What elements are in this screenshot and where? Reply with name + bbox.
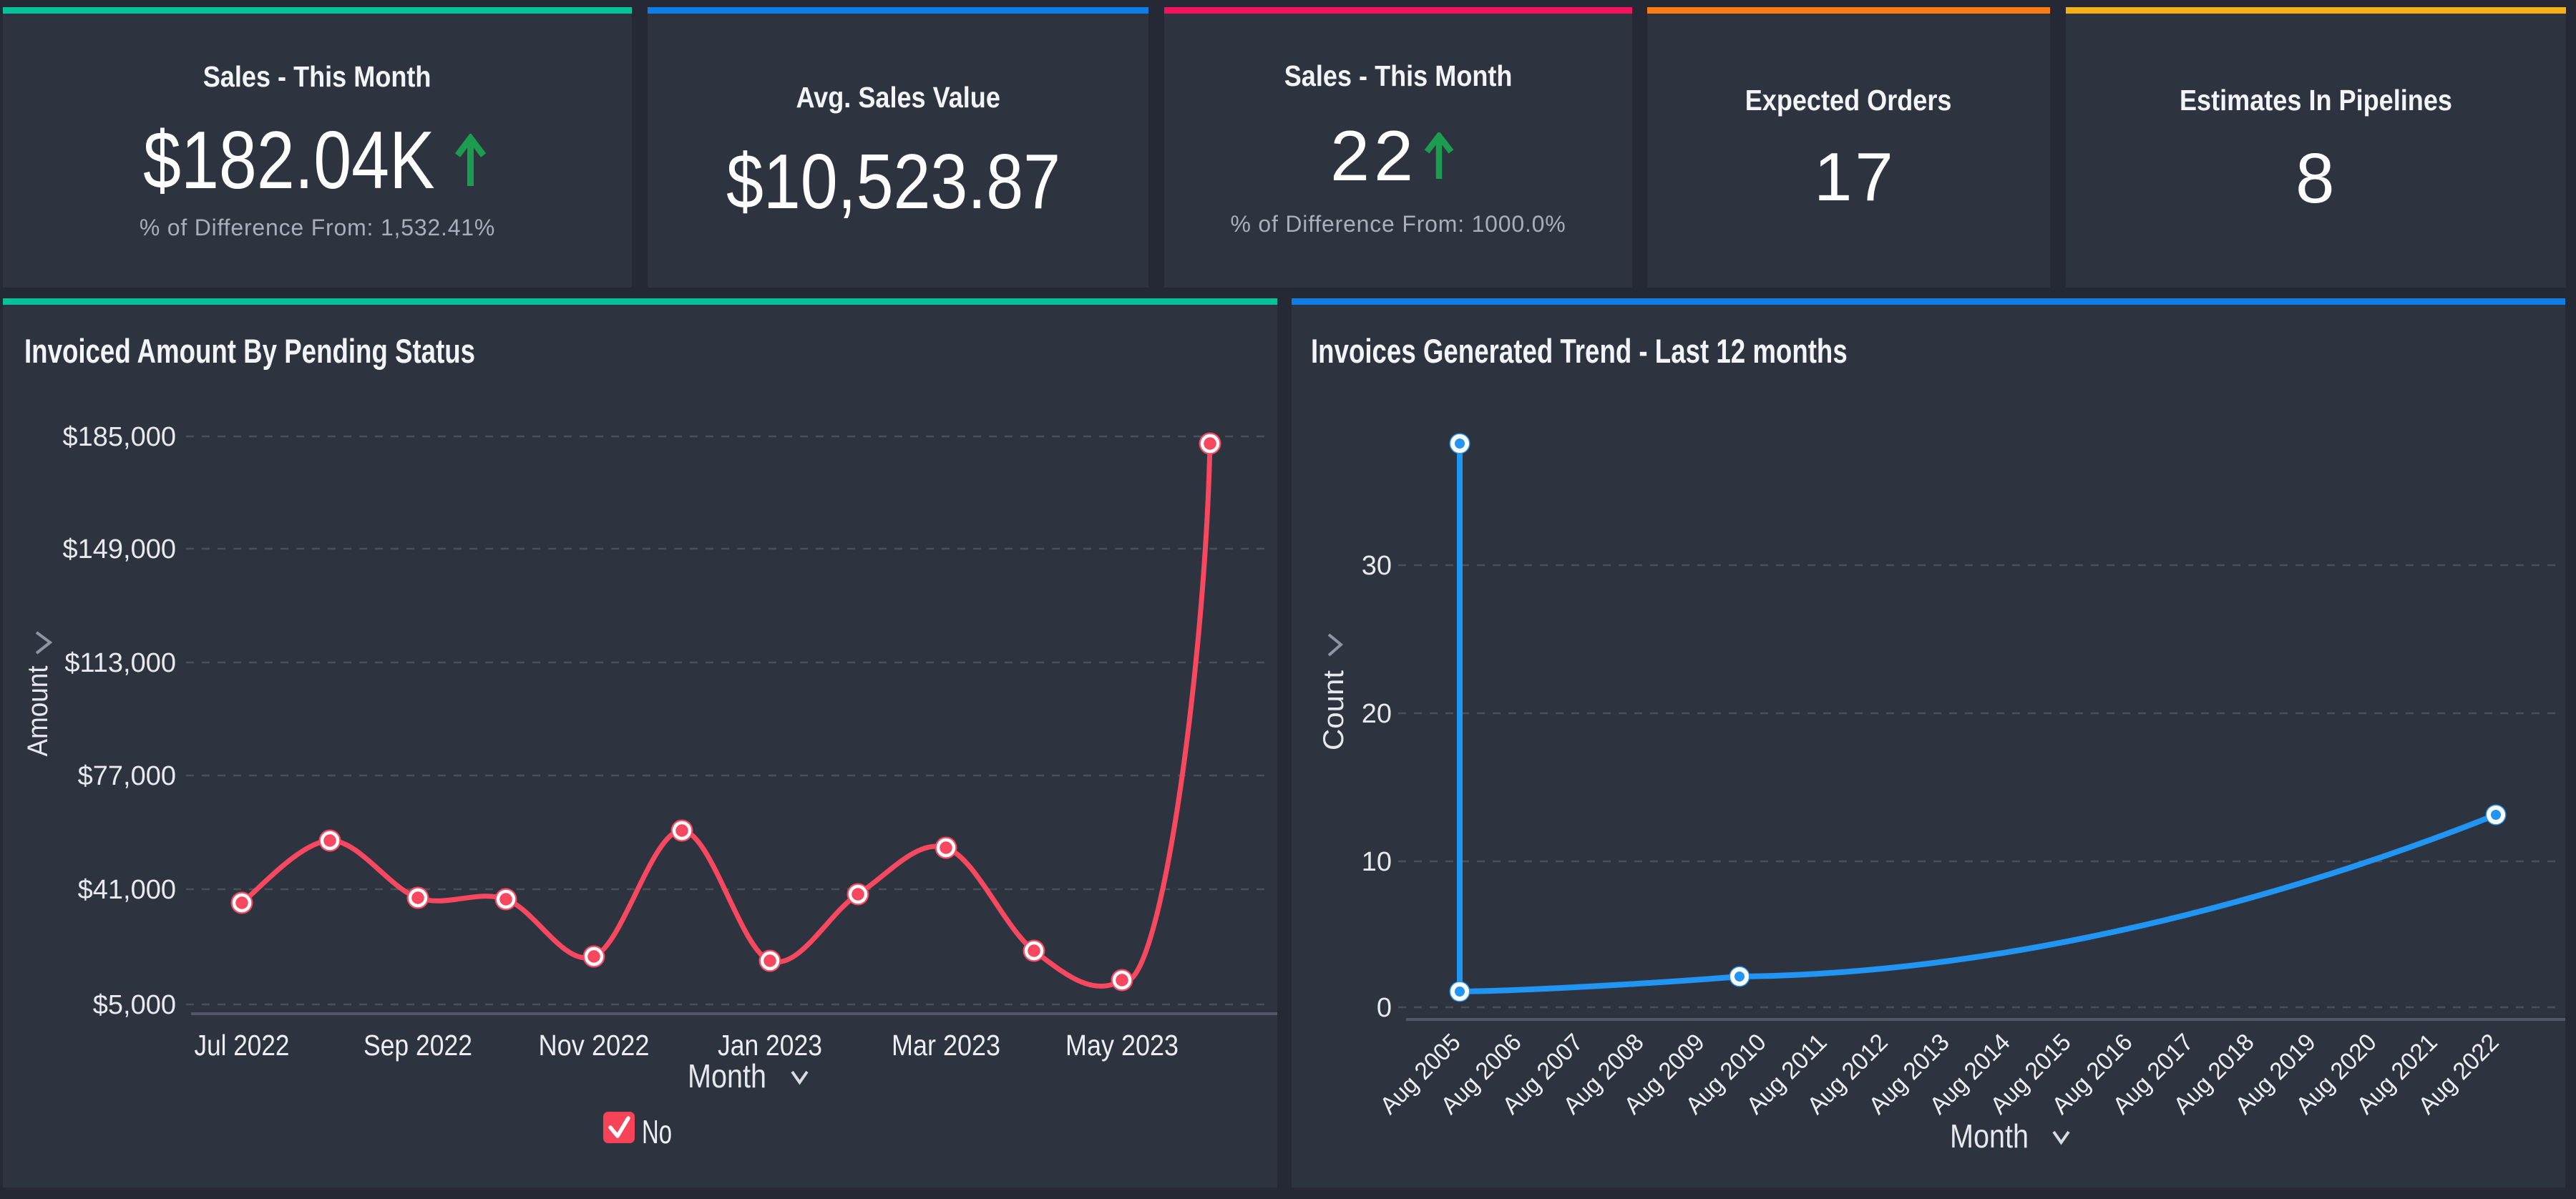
svg-text:10: 10 <box>1362 847 1392 877</box>
svg-text:No: No <box>642 1113 672 1150</box>
svg-text:20: 20 <box>1362 699 1392 729</box>
svg-text:Month: Month <box>1950 1117 2029 1155</box>
svg-text:Count: Count <box>1318 670 1350 750</box>
svg-text:May 2023: May 2023 <box>1065 1029 1179 1062</box>
svg-text:Amount: Amount <box>22 666 54 757</box>
svg-text:$77,000: $77,000 <box>78 761 176 791</box>
svg-text:Jul 2022: Jul 2022 <box>195 1029 290 1062</box>
svg-text:$5,000: $5,000 <box>93 990 176 1020</box>
svg-text:$41,000: $41,000 <box>78 875 176 905</box>
svg-text:Jan 2023: Jan 2023 <box>718 1029 822 1062</box>
svg-text:Sep 2022: Sep 2022 <box>364 1029 472 1062</box>
svg-text:$149,000: $149,000 <box>63 534 177 564</box>
svg-text:0: 0 <box>1377 993 1392 1023</box>
svg-text:Nov 2022: Nov 2022 <box>539 1029 650 1062</box>
svg-text:$113,000: $113,000 <box>64 648 176 678</box>
svg-text:30: 30 <box>1362 551 1392 581</box>
svg-text:Mar 2023: Mar 2023 <box>892 1029 1000 1062</box>
svg-text:Month: Month <box>688 1057 766 1095</box>
svg-text:$185,000: $185,000 <box>63 422 177 452</box>
